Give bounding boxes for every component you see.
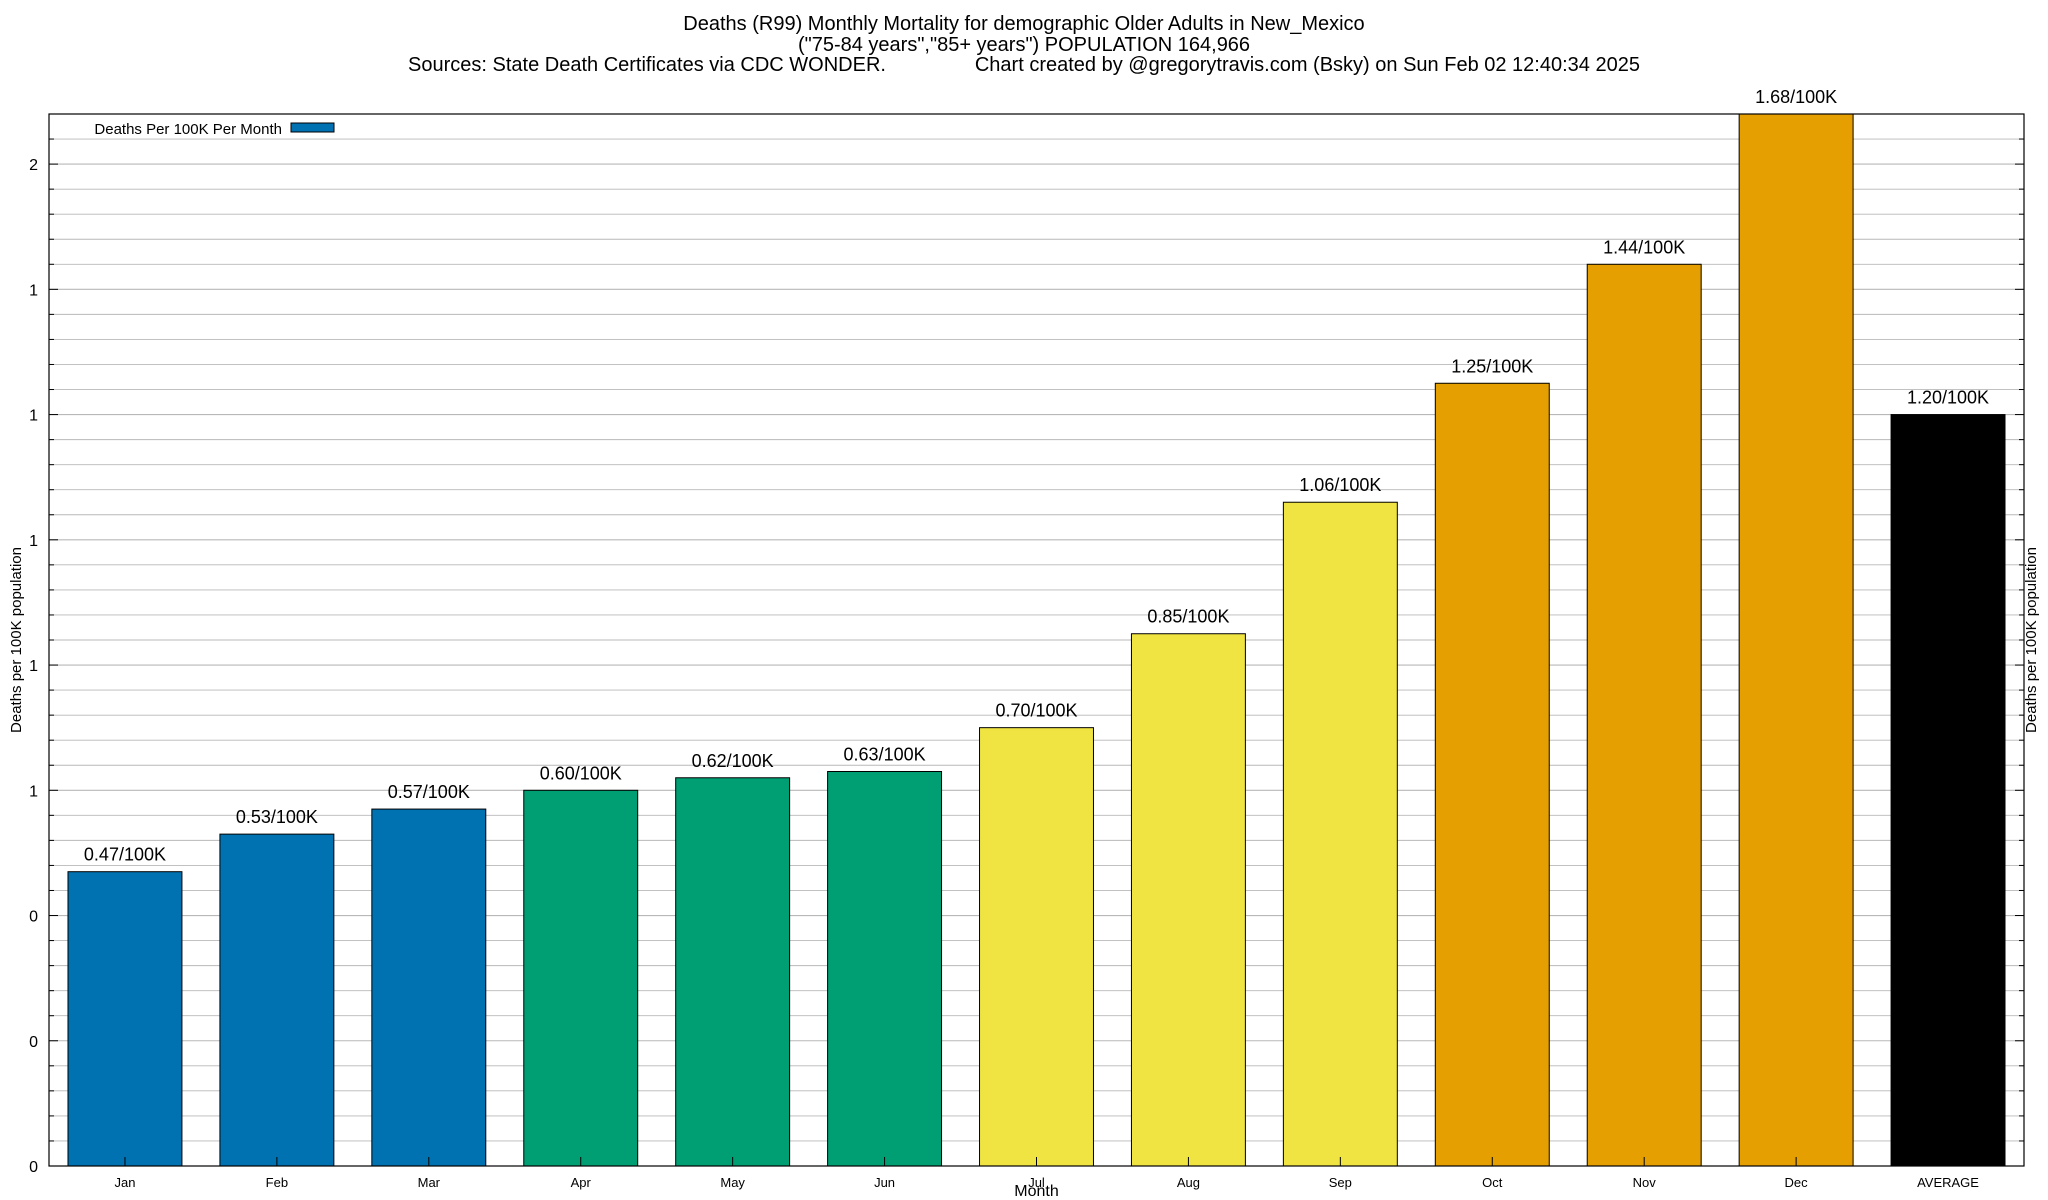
chart-title-line-2: ("75-84 years","85+ years") POPULATION 1… (797, 34, 1251, 56)
bar-may (675, 777, 791, 1167)
bar-feb (219, 833, 335, 1167)
axis-ticks (49, 138, 2024, 1166)
chart-title-line-3: Sources: State Death Certificates via CD… (408, 54, 1640, 76)
x-tick-label-sep: Sep (1329, 1175, 1352, 1190)
value-label-average: 1.20/100K (1907, 388, 1989, 408)
y-tick-label: 1 (29, 282, 38, 299)
bars (67, 113, 2006, 1167)
x-axis-label: Month (1014, 1183, 1058, 1200)
y-tick-label: 0 (29, 1034, 38, 1051)
value-label-mar: 0.57/100K (388, 782, 470, 802)
x-tick-label-oct: Oct (1482, 1175, 1503, 1190)
y-tick-label: 1 (29, 658, 38, 675)
bar-jun (827, 771, 943, 1167)
x-tick-label-nov: Nov (1633, 1175, 1657, 1190)
y-tick-label: 1 (29, 408, 38, 425)
value-label-sep: 1.06/100K (1299, 475, 1381, 495)
legend-swatch (290, 122, 335, 133)
value-label-nov: 1.44/100K (1603, 237, 1685, 257)
y-tick-label: 0 (29, 909, 38, 926)
bar-nov (1586, 263, 1702, 1167)
x-tick-label-mar: Mar (418, 1175, 441, 1190)
bar-average (1890, 414, 2006, 1167)
bar-apr (523, 789, 639, 1167)
bar-jan (67, 871, 183, 1167)
value-label-apr: 0.60/100K (540, 763, 622, 783)
legend: Deaths Per 100K Per Month (94, 121, 335, 138)
bar-sep (1282, 501, 1398, 1167)
y-tick-label: 1 (29, 783, 38, 800)
x-tick-label-feb: Feb (266, 1175, 288, 1190)
bar-mar (371, 808, 487, 1167)
y-tick-labels: 0 0 0 1 1 1 1 1 2 (29, 157, 38, 1176)
value-label-jan: 0.47/100K (84, 845, 166, 865)
bar-jul (979, 727, 1094, 1167)
value-label-feb: 0.53/100K (236, 807, 318, 827)
bar-oct (1434, 382, 1550, 1167)
x-tick-label-aug: Aug (1177, 1175, 1200, 1190)
chart-title-line-1: Deaths (R99) Monthly Mortality for demog… (683, 13, 1365, 35)
x-tick-label-jun: Jun (874, 1175, 895, 1190)
value-labels: 0.47/100K 0.53/100K 0.57/100K 0.60/100K 0.62… (84, 87, 1989, 865)
x-tick-label-dec: Dec (1785, 1175, 1809, 1190)
x-tick-label-average: AVERAGE (1917, 1175, 1979, 1190)
x-tick-labels: Jan Feb Mar Apr May Jun Jul Aug Sep Oct Nov Dec AVER… (114, 1175, 1979, 1190)
value-label-jul: 0.70/100K (995, 701, 1077, 721)
legend-label: Deaths Per 100K Per Month (94, 121, 282, 138)
x-tick-label-apr: Apr (571, 1175, 592, 1190)
x-tick-label-jan: Jan (114, 1175, 135, 1190)
value-label-oct: 1.25/100K (1451, 356, 1533, 376)
value-label-may: 0.62/100K (692, 751, 774, 771)
x-tick-label-may: May (720, 1175, 745, 1190)
value-label-aug: 0.85/100K (1147, 607, 1229, 627)
y-axis-label-left: Deaths per 100K population (8, 547, 25, 733)
value-label-dec: 1.68/100K (1755, 87, 1837, 107)
y-axis-label-right: Deaths per 100K population (2023, 547, 2040, 733)
bar-aug (1130, 633, 1246, 1167)
x-tick-label-jul: Jul (1028, 1175, 1045, 1190)
y-tick-label: 1 (29, 533, 38, 550)
bar-dec (1738, 113, 1854, 1167)
y-tick-label: 0 (29, 1159, 38, 1176)
y-tick-label: 2 (29, 157, 38, 174)
value-label-jun: 0.63/100K (844, 745, 926, 765)
